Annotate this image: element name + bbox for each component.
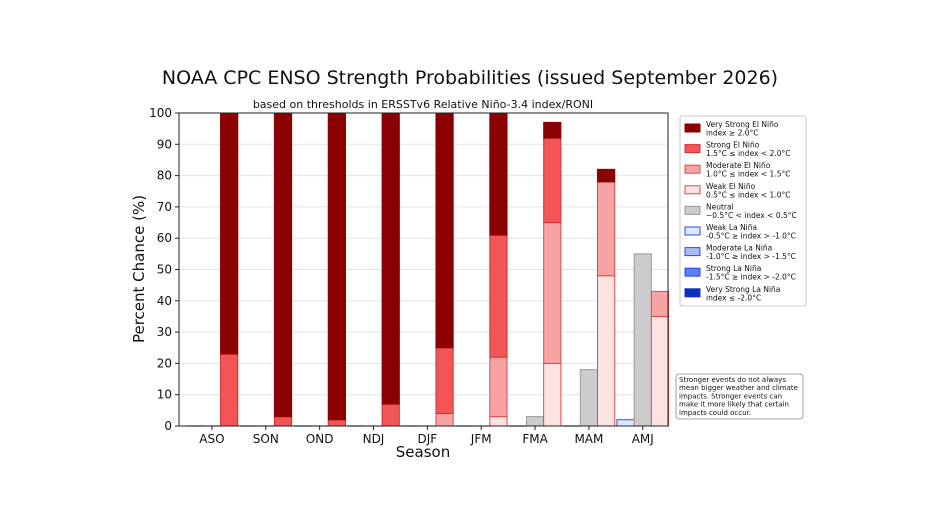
x-tick-label-AMJ: AMJ xyxy=(632,432,654,446)
bar-segment-weak-el-ni-o-FMA xyxy=(543,362,562,427)
x-tick-label-JFM: JFM xyxy=(470,432,492,446)
legend-frame xyxy=(679,115,807,307)
legend-range-moderate-el-ni-o: 1.0°C ≤ index < 1.5°C xyxy=(706,170,790,179)
x-tick-label-DJF: DJF xyxy=(418,432,438,446)
legend-range-strong-el-ni-o: 1.5°C ≤ index < 2.0°C xyxy=(706,149,790,158)
x-tick-label-OND: OND xyxy=(306,432,334,446)
legend-swatch-moderate-la-ni-a xyxy=(684,247,701,257)
y-tick-label-50: 50 xyxy=(157,263,172,277)
bar-segment-moderate-el-ni-o-JFM xyxy=(489,356,508,418)
legend-label-moderate-la-ni-a: Moderate La Niña xyxy=(706,244,772,253)
bar-segment-strong-el-ni-o-JFM xyxy=(489,234,508,358)
bar-segment-very-strong-el-ni-o-JFM xyxy=(489,112,508,236)
note-line-1: Stronger events do not always xyxy=(679,376,786,384)
legend-label-neutral: Neutral xyxy=(706,202,734,211)
legend-range-very-strong-la-ni-a: index ≤ -2.0°C xyxy=(706,293,761,302)
bar-segment-moderate-el-ni-o-DJF xyxy=(435,412,454,427)
legend-label-strong-el-ni-o: Strong El Niño xyxy=(706,141,760,150)
legend-label-very-strong-el-ni-o: Very Strong El Niño xyxy=(706,120,779,129)
x-axis-ticks: ASO SON OND NDJ DJF JFM FMA MAM AMJ xyxy=(199,426,654,446)
bar-segment-weak-el-ni-o-JFM xyxy=(489,416,508,427)
bar-segment-strong-el-ni-o-OND xyxy=(327,419,346,427)
bar-segment-very-strong-el-ni-o-DJF xyxy=(435,112,454,349)
legend-range-weak-la-ni-a: -0.5°C ≥ index > -1.0°C xyxy=(706,232,796,241)
grid-lines xyxy=(179,143,668,396)
note-line-3: impacts. Stronger events can xyxy=(679,392,782,400)
y-axis-ticks: 0 10 20 30 40 50 60 70 80 90 100 xyxy=(149,106,179,433)
bar-segment-very-strong-el-ni-o-ASO xyxy=(220,112,239,355)
bar-segment-neutral-AMJ xyxy=(633,253,652,427)
note-line-5: impacts could occur. xyxy=(679,409,751,417)
x-tick-label-MAM: MAM xyxy=(574,432,603,446)
y-tick-label-90: 90 xyxy=(157,137,172,151)
x-axis-label: Season xyxy=(396,443,450,461)
note-line-2: mean bigger weather and climate xyxy=(679,384,798,392)
legend-swatch-weak-el-ni-o xyxy=(684,185,701,195)
legend-label-strong-la-ni-a: Strong La Niña xyxy=(706,264,761,273)
bar-segment-neutral-MAM xyxy=(579,369,599,427)
y-tick-label-80: 80 xyxy=(157,169,172,183)
bar-segment-very-strong-el-ni-o-OND xyxy=(327,112,346,421)
legend-label-very-strong-la-ni-a: Very Strong La Niña xyxy=(706,285,780,294)
legend-range-strong-la-ni-a: -1.5°C ≥ index > -2.0°C xyxy=(706,273,796,282)
bar-segment-strong-el-ni-o-ASO xyxy=(220,353,239,427)
legend-swatch-strong-el-ni-o xyxy=(684,144,701,154)
legend-swatch-strong-la-ni-a xyxy=(684,267,701,277)
y-tick-label-40: 40 xyxy=(157,294,172,308)
bar-segment-very-strong-el-ni-o-MAM xyxy=(597,168,616,183)
legend-label-weak-la-ni-a: Weak La Niña xyxy=(706,223,757,232)
x-tick-label-NDJ: NDJ xyxy=(363,432,385,446)
legend-range-neutral: −0.5°C < index < 0.5°C xyxy=(706,211,797,220)
bar-segment-strong-el-ni-o-DJF xyxy=(435,347,454,414)
bar-segment-very-strong-el-ni-o-NDJ xyxy=(381,112,400,405)
y-tick-label-100: 100 xyxy=(149,106,172,120)
y-tick-label-10: 10 xyxy=(157,388,172,402)
note-frame xyxy=(675,373,804,420)
y-tick-label-60: 60 xyxy=(157,231,172,245)
bar-segment-strong-el-ni-o-SON xyxy=(273,416,293,427)
bar-segment-strong-el-ni-o-NDJ xyxy=(381,403,400,427)
y-axis-label: Percent Chance (%) xyxy=(130,195,148,343)
bar-segment-moderate-el-ni-o-MAM xyxy=(597,181,616,277)
legend-label-moderate-el-ni-o: Moderate El Niño xyxy=(706,161,771,170)
y-tick-label-70: 70 xyxy=(157,200,172,214)
x-tick-label-FMA: FMA xyxy=(522,432,548,446)
chart-title: NOAA CPC ENSO Strength Probabilities (is… xyxy=(162,67,778,89)
x-tick-label-SON: SON xyxy=(253,432,279,446)
bar-segment-weak-el-ni-o-AMJ xyxy=(650,315,670,427)
note-line-4: make it more likely that certain xyxy=(679,401,789,409)
bar-segment-very-strong-el-ni-o-FMA xyxy=(543,121,562,139)
legend-swatch-moderate-el-ni-o xyxy=(684,164,701,174)
bar-segment-strong-el-ni-o-FMA xyxy=(543,137,562,224)
legend-swatch-weak-la-ni-a xyxy=(684,226,701,236)
legend-swatch-neutral xyxy=(684,205,701,215)
bar-segment-moderate-el-ni-o-FMA xyxy=(543,222,562,364)
legend-range-very-strong-el-ni-o: index ≥ 2.0°C xyxy=(706,129,759,138)
bar-segment-neutral-FMA xyxy=(525,416,545,427)
bar-segment-weak-la-ni-a-AMJ xyxy=(616,419,635,427)
bar-segment-moderate-el-ni-o-AMJ xyxy=(650,290,670,317)
y-tick-label-20: 20 xyxy=(157,356,172,370)
bar-segment-weak-el-ni-o-MAM xyxy=(597,275,616,427)
legend-label-weak-el-ni-o: Weak El Niño xyxy=(706,182,756,191)
bars-group xyxy=(186,112,670,427)
bar-segment-very-strong-el-ni-o-SON xyxy=(273,112,293,418)
legend-swatch-very-strong-el-ni-o xyxy=(684,123,701,133)
y-tick-label-0: 0 xyxy=(164,419,172,433)
legend-range-weak-el-ni-o: 0.5°C ≤ index < 1.0°C xyxy=(706,190,790,199)
y-tick-label-30: 30 xyxy=(157,325,172,339)
chart-subtitle: based on thresholds in ERSSTv6 Relative … xyxy=(253,98,593,111)
x-tick-label-ASO: ASO xyxy=(199,432,224,446)
legend-range-moderate-la-ni-a: -1.0°C ≥ index > -1.5°C xyxy=(706,252,796,261)
legend-swatch-very-strong-la-ni-a xyxy=(684,288,701,298)
